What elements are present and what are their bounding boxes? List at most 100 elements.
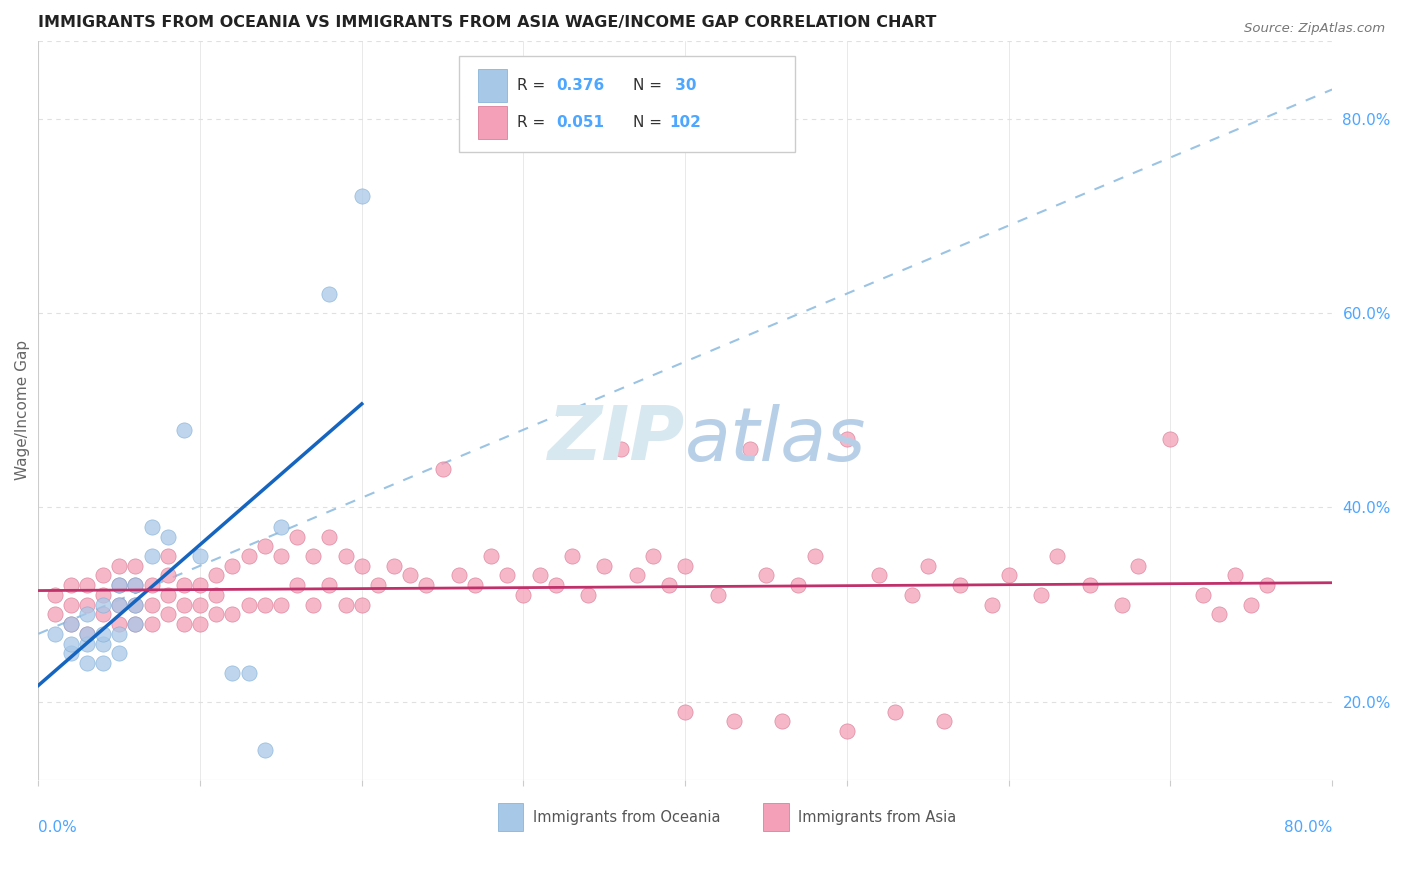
Point (124, 578, 146, 592)
Point (787, 578, 810, 592)
Point (76, 656, 98, 670)
Point (626, 568, 648, 582)
Point (803, 549, 825, 563)
Point (285, 578, 308, 592)
Point (173, 423, 195, 437)
Point (479, 549, 502, 563)
Point (997, 568, 1019, 582)
Point (1111, 598, 1133, 612)
Point (884, 705, 907, 719)
Point (124, 578, 146, 592)
Point (561, 549, 583, 563)
Text: 80.0%: 80.0% (1284, 821, 1331, 835)
Point (91, 588, 114, 602)
Point (221, 665, 243, 680)
Point (76, 607, 98, 622)
Point (141, 598, 163, 612)
Point (1078, 578, 1101, 592)
Point (270, 520, 292, 534)
Point (529, 568, 551, 582)
Point (59, 617, 82, 632)
Point (188, 549, 211, 563)
Point (641, 549, 664, 563)
Point (382, 558, 405, 573)
Point (673, 558, 696, 573)
Point (141, 549, 163, 563)
Point (544, 578, 567, 592)
Point (270, 549, 292, 563)
Point (91, 636, 114, 650)
Text: atlas: atlas (685, 404, 866, 475)
Point (835, 433, 858, 447)
Point (415, 578, 437, 592)
Point (141, 617, 163, 632)
Text: Source: ZipAtlas.com: Source: ZipAtlas.com (1244, 22, 1385, 36)
Point (658, 578, 681, 592)
Point (156, 607, 179, 622)
Point (238, 665, 260, 680)
FancyBboxPatch shape (478, 69, 506, 102)
Point (350, 558, 373, 573)
Point (1126, 558, 1149, 573)
Point (91, 627, 114, 641)
Point (108, 578, 131, 592)
Point (76, 598, 98, 612)
Point (108, 598, 131, 612)
Point (108, 558, 131, 573)
Point (302, 549, 325, 563)
Point (108, 627, 131, 641)
Point (399, 568, 422, 582)
Text: N =: N = (634, 115, 668, 129)
Point (738, 442, 761, 457)
Point (318, 578, 340, 592)
Point (188, 598, 211, 612)
Point (44, 627, 66, 641)
Point (91, 656, 114, 670)
Text: Immigrants from Asia: Immigrants from Asia (797, 810, 956, 825)
Point (593, 558, 616, 573)
Point (318, 530, 340, 544)
Point (335, 549, 357, 563)
Point (723, 714, 745, 729)
Point (221, 558, 243, 573)
Point (512, 588, 534, 602)
FancyBboxPatch shape (458, 55, 796, 152)
Point (755, 568, 778, 582)
Point (91, 607, 114, 622)
Point (108, 617, 131, 632)
FancyBboxPatch shape (763, 804, 789, 831)
Point (76, 636, 98, 650)
Point (285, 530, 308, 544)
Point (576, 588, 599, 602)
Point (335, 598, 357, 612)
Text: ZIP: ZIP (548, 403, 685, 476)
Point (44, 607, 66, 622)
Point (59, 636, 82, 650)
Point (76, 627, 98, 641)
Point (173, 578, 195, 592)
Y-axis label: Wage/Income Gap: Wage/Income Gap (15, 340, 30, 480)
Point (1208, 607, 1230, 622)
Point (868, 568, 890, 582)
Point (59, 617, 82, 632)
Point (59, 578, 82, 592)
Point (302, 598, 325, 612)
Text: IMMIGRANTS FROM OCEANIA VS IMMIGRANTS FROM ASIA WAGE/INCOME GAP CORRELATION CHAR: IMMIGRANTS FROM OCEANIA VS IMMIGRANTS FR… (38, 15, 936, 30)
Point (318, 286, 340, 301)
Point (835, 724, 858, 739)
Point (76, 627, 98, 641)
Point (124, 598, 146, 612)
Point (238, 598, 260, 612)
Point (253, 743, 276, 757)
Text: 102: 102 (669, 115, 702, 129)
Point (447, 568, 470, 582)
Point (124, 598, 146, 612)
Point (108, 578, 131, 592)
Point (673, 705, 696, 719)
Text: R =: R = (517, 115, 550, 129)
Point (253, 598, 276, 612)
Text: 30: 30 (669, 78, 696, 93)
Point (1256, 578, 1278, 592)
Point (464, 578, 486, 592)
Point (44, 588, 66, 602)
